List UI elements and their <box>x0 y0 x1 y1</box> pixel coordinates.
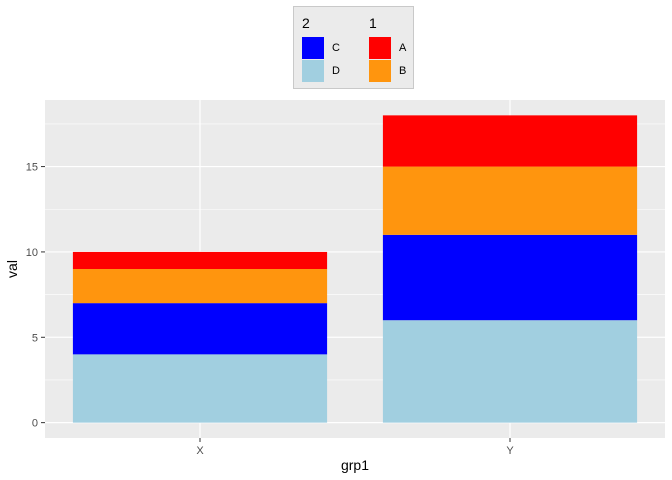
legend-label-a: A <box>399 42 407 54</box>
y-tick-label: 10 <box>26 247 38 259</box>
bar-c-x <box>72 303 328 355</box>
x-axis-title: grp1 <box>341 457 369 473</box>
bar-b-y <box>382 166 638 235</box>
y-axis-title: val <box>4 260 20 278</box>
legend: 2 C D 1 A B <box>293 6 414 89</box>
bar-a-y <box>382 115 638 167</box>
legend-label-c: C <box>332 42 340 54</box>
x-tick-label: X <box>196 445 204 457</box>
legend-key-c <box>302 37 324 59</box>
bar-c-y <box>382 234 638 321</box>
bar-b-x <box>72 269 328 304</box>
y-tick-label: 0 <box>32 418 38 430</box>
bar-d-x <box>72 354 328 423</box>
y-tick-label: 5 <box>32 332 38 344</box>
legend-label-b: B <box>399 65 407 77</box>
bar-d-y <box>382 320 638 423</box>
bars <box>72 115 638 423</box>
y-axis: 0 5 10 15 <box>26 162 45 430</box>
legend-key-b <box>369 60 391 82</box>
x-tick-label: Y <box>506 445 514 457</box>
legend-label-d: D <box>332 65 340 77</box>
legend-title-group-1: 1 <box>369 15 377 31</box>
legend-key-d <box>302 60 324 82</box>
y-tick-label: 15 <box>26 162 38 174</box>
legend-key-a <box>369 37 391 59</box>
bar-a-x <box>72 251 328 269</box>
legend-title-group-2: 2 <box>302 15 310 31</box>
